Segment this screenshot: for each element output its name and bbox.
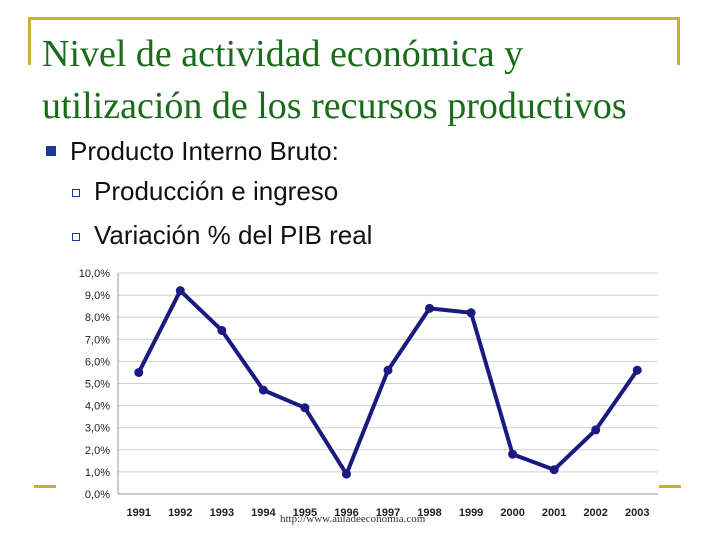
data-point (466, 308, 476, 318)
frame-top-line (28, 17, 678, 20)
x-tick-label: 1998 (417, 507, 441, 519)
x-tick-label: 1994 (251, 507, 276, 519)
y-tick-label: 1,0% (85, 467, 110, 479)
data-point (508, 449, 518, 459)
footer-right-line (659, 485, 681, 488)
subbullet-variacion: Variación % del PIB real (72, 220, 372, 251)
y-tick-label: 10,0% (79, 268, 110, 280)
data-point (591, 425, 601, 435)
subbullet-produccion: Producción e ingreso (72, 176, 338, 207)
x-tick-label: 1992 (168, 507, 192, 519)
x-tick-label: 1997 (376, 507, 400, 519)
x-tick-label: 1996 (334, 507, 358, 519)
slide-title: Nivel de actividad económica y utilizaci… (42, 33, 627, 127)
data-point (175, 286, 185, 296)
y-tick-label: 0,0% (85, 489, 110, 501)
subbullet-label: Variación % del PIB real (94, 220, 373, 250)
data-point (549, 465, 559, 475)
data-point (134, 367, 144, 377)
x-tick-label: 2002 (583, 507, 607, 519)
frame-left-line (28, 17, 31, 65)
hollow-square-bullet-icon (72, 189, 80, 197)
data-point (258, 385, 268, 395)
data-point (217, 325, 227, 335)
y-tick-label: 8,0% (85, 312, 110, 324)
hollow-square-bullet-icon (72, 233, 80, 241)
gdp-line-chart: 0,0% 1,0% 2,0% 3,0% 4,0% 5,0% 6,0% 7,0% 8,0% 9,0%… (79, 268, 658, 519)
x-tick-label: 2000 (500, 507, 524, 519)
frame-right-line (677, 17, 680, 65)
data-point (632, 365, 642, 375)
x-tick-label: 2001 (542, 507, 566, 519)
y-tick-label: 9,0% (85, 290, 110, 302)
bullet-pib: Producto Interno Bruto: (46, 136, 339, 167)
square-bullet-icon (46, 146, 56, 156)
data-point (341, 469, 351, 479)
data-point (425, 303, 435, 313)
footer-left-line (34, 485, 56, 488)
y-tick-label: 2,0% (85, 445, 110, 457)
subbullet-label: Producción e ingreso (94, 176, 339, 206)
y-tick-label: 4,0% (85, 401, 110, 413)
x-tick-label: 2003 (625, 507, 649, 519)
series-line (136, 288, 639, 477)
y-tick-label: 5,0% (85, 379, 110, 391)
data-point (383, 365, 393, 375)
x-tick-label: 1999 (459, 507, 483, 519)
y-tick-label: 3,0% (85, 423, 110, 435)
x-tick-label: 1991 (127, 507, 151, 519)
y-tick-label: 7,0% (85, 334, 110, 346)
x-tick-label: 1995 (293, 507, 317, 519)
data-point (300, 403, 310, 413)
source-url: http://www.auladeeconomia.com (280, 513, 426, 525)
y-tick-label: 6,0% (85, 356, 110, 368)
bullet-pib-label: Producto Interno Bruto: (70, 136, 339, 166)
x-tick-label: 1993 (210, 507, 234, 519)
